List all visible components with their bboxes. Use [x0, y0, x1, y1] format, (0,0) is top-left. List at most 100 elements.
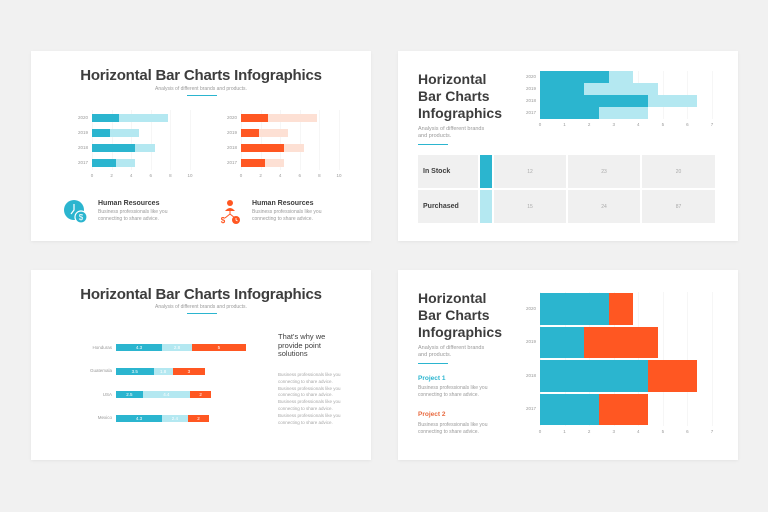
bar-segment	[241, 113, 269, 122]
bar-row: 3.5 1.8 3	[116, 367, 205, 375]
bar-row	[92, 113, 169, 122]
x-tick-label: 4	[278, 173, 282, 178]
bar-row	[540, 293, 634, 325]
hr-text: Business professionals like you connecti…	[252, 209, 322, 222]
gridline	[687, 292, 689, 426]
slide-4[interactable]: Horizontal Bar Charts Infographics Analy…	[398, 270, 738, 460]
bar-row: 4.3 2.8 5	[116, 344, 246, 352]
hr-card-left: $ Human Resources Business professionals…	[63, 199, 167, 225]
title-divider	[187, 313, 217, 314]
table-cell: 24	[568, 190, 640, 223]
slide-title: Horizontal Bar Charts Infographics	[418, 290, 503, 340]
side-heading: That's why we provide point solutions	[278, 332, 326, 358]
table-cell: 20	[642, 155, 715, 188]
x-tick-label: 10	[187, 173, 193, 178]
y-category-label: 2017	[77, 159, 88, 165]
bar-segment	[92, 128, 110, 137]
slide-3[interactable]: Horizontal Bar Charts Infographics Analy…	[31, 270, 371, 460]
bar-segment	[648, 360, 698, 392]
gridline	[712, 292, 713, 426]
x-tick-label: 0	[239, 173, 243, 178]
bar-row	[92, 143, 155, 152]
x-tick-label: 6	[686, 122, 689, 127]
gridline	[564, 292, 566, 426]
x-tick-label: 1	[563, 122, 566, 127]
in-stock-legend-swatch	[480, 155, 492, 188]
bar-segment	[92, 143, 136, 152]
bar-row	[540, 82, 658, 96]
gridline	[280, 110, 282, 170]
x-tick-label: 6	[149, 173, 153, 178]
gridline	[241, 110, 242, 170]
bar-row	[241, 143, 304, 152]
y-category-label: 2018	[526, 372, 537, 378]
project-1-text: Business professionals like you connecti…	[418, 385, 488, 398]
bar-row	[241, 113, 318, 122]
x-tick-label: 4	[129, 173, 133, 178]
bar-segment: 5	[192, 344, 246, 352]
bar-segment	[119, 113, 169, 122]
bar-segment	[135, 143, 155, 152]
y-category-label: 2018	[226, 144, 237, 150]
gridline	[190, 110, 191, 170]
bar-segment	[264, 158, 285, 167]
y-category-label: 2017	[526, 406, 537, 412]
y-category-label: Mexico	[97, 415, 112, 421]
gridline	[111, 110, 113, 170]
bar-segment	[109, 128, 140, 137]
x-tick-label: 5	[661, 429, 665, 434]
x-tick-label: 8	[318, 173, 321, 178]
y-category-label: 2018	[526, 98, 537, 103]
gridline	[540, 292, 541, 426]
title-divider	[418, 363, 448, 364]
bar-segment	[540, 326, 585, 358]
bar-segment	[92, 113, 120, 122]
project-2-text: Business professionals like you connecti…	[418, 422, 488, 435]
bar-segment: 4.4	[142, 391, 190, 399]
x-tick-label: 4	[637, 429, 640, 434]
y-category-label: 2020	[526, 74, 537, 79]
hr-title: Human Resources	[98, 200, 160, 207]
bar-row	[540, 94, 698, 108]
gridline	[299, 110, 301, 170]
clock-dollar-icon: $	[63, 199, 89, 225]
bar-segment	[284, 143, 304, 152]
hr-card-right: $ Human Resources Business professionals…	[217, 199, 321, 225]
bar-row	[540, 326, 658, 358]
bar-segment	[648, 94, 698, 108]
bar-segment	[268, 113, 318, 122]
title-divider	[187, 95, 217, 96]
gridline	[260, 110, 262, 170]
bar-segment: 3.5	[116, 367, 154, 375]
table-cell: 87	[642, 190, 715, 223]
bar-segment: 1.8	[153, 367, 173, 375]
bar-segment	[92, 158, 116, 167]
gridline	[170, 110, 172, 170]
slide-2[interactable]: Horizontal Bar Charts Infographics Analy…	[398, 51, 738, 241]
bar-segment	[540, 106, 599, 120]
bar-segment: 2.5	[116, 391, 143, 399]
bar-segment	[608, 293, 634, 325]
x-tick-label: 2	[259, 173, 262, 178]
bar-row	[540, 360, 698, 392]
slide-title: Horizontal Bar Charts Infographics	[80, 67, 322, 84]
bar-segment: 3	[172, 367, 205, 375]
gridline	[589, 292, 591, 426]
table-cell: 15	[494, 190, 566, 223]
row-label-in-stock: In Stock	[418, 155, 478, 188]
bar-row: 4.3 2.4 2	[116, 414, 210, 422]
gridline	[712, 71, 713, 119]
bar-chart-teal: 0 2 4 6 8 10 2020 2019 2018 2017	[74, 110, 193, 180]
y-category-label: 2019	[526, 86, 537, 91]
bar-segment: 2.8	[162, 344, 193, 352]
bar-row	[241, 128, 289, 137]
x-tick-label: 0	[538, 122, 542, 127]
y-category-label: 2017	[526, 110, 537, 115]
slide-1[interactable]: Horizontal Bar Charts Infographics Analy…	[31, 51, 371, 241]
bar-segment	[584, 326, 658, 358]
person-money-time-icon: $	[217, 199, 243, 225]
table-cell: 23	[568, 155, 640, 188]
bar-segment	[540, 393, 599, 425]
row-label-purchased: Purchased	[418, 190, 478, 223]
x-tick-label: 6	[298, 173, 302, 178]
